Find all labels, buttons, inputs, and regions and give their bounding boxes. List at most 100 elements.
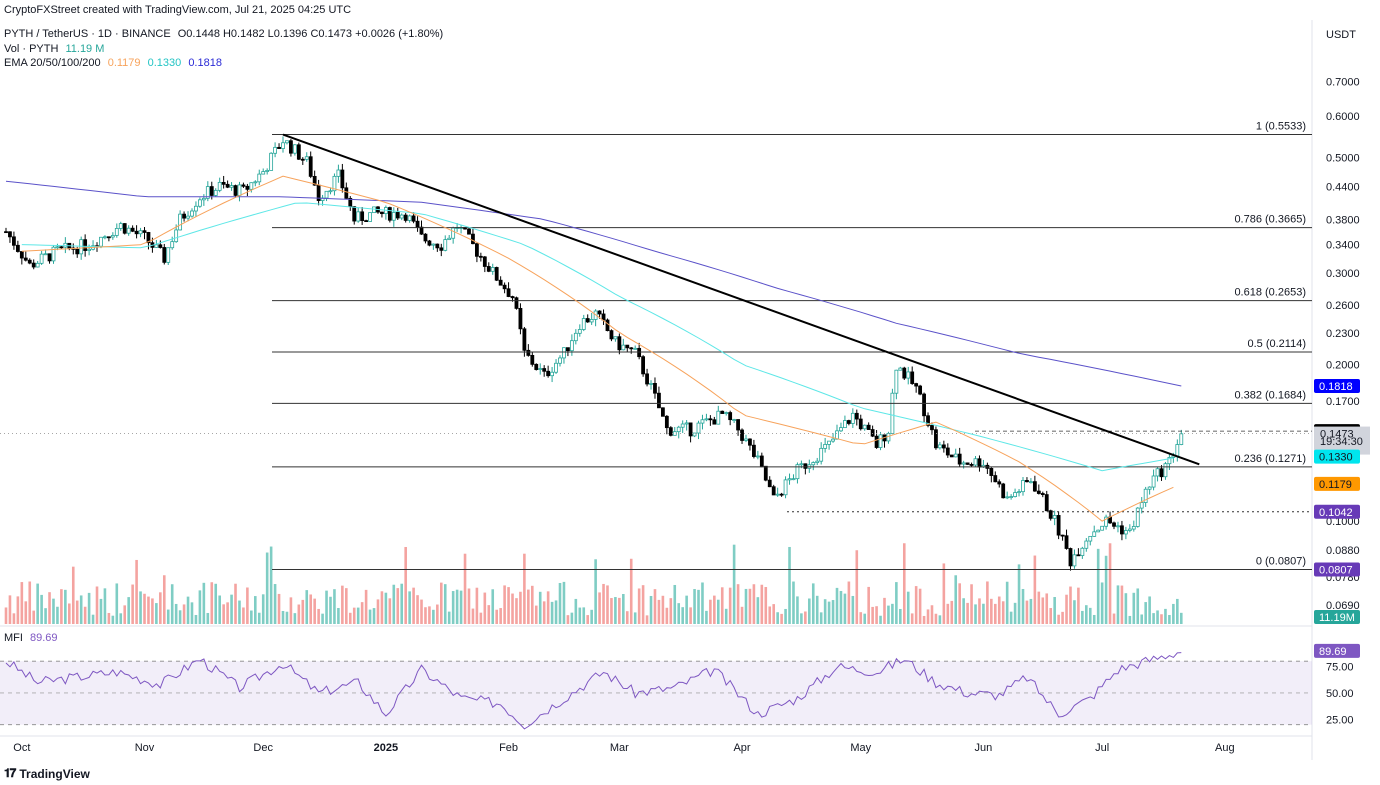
volume-bar <box>914 586 918 624</box>
volume-bar <box>843 593 847 624</box>
candle-body <box>126 227 131 234</box>
candle-body <box>451 227 456 239</box>
candle-body <box>839 427 843 432</box>
candle-body <box>27 259 32 264</box>
volume-bar <box>424 607 427 624</box>
candle-body <box>937 444 942 449</box>
candle-body <box>558 357 562 364</box>
candle-body <box>498 279 503 286</box>
candle-body <box>692 432 697 437</box>
volume-bar <box>986 581 989 624</box>
ema20-line <box>21 175 1174 522</box>
volume-bar <box>265 552 269 624</box>
candle-body <box>953 453 958 458</box>
ema200-line <box>5 180 1182 387</box>
volume-bar <box>40 594 43 624</box>
candle-body <box>435 243 440 249</box>
price-tick-label: 0.7000 <box>1326 76 1360 88</box>
time-tick-label: Feb <box>499 742 518 754</box>
candle-body <box>324 190 329 199</box>
volume-bar <box>1108 543 1112 624</box>
candle-body <box>415 220 420 228</box>
volume-bar <box>420 599 423 624</box>
volume-bar <box>847 581 851 624</box>
candle-body <box>1159 468 1164 478</box>
volume-bar <box>139 591 142 624</box>
candle-body <box>846 420 851 424</box>
candle-body <box>866 424 871 430</box>
volume-bar <box>942 563 946 624</box>
candle-body <box>755 455 760 458</box>
volume-bar <box>257 612 261 624</box>
candle-body <box>918 385 923 395</box>
price-tag-label: 0.1179 <box>1319 479 1352 491</box>
ema-legend[interactable]: EMA 20/50/100/200 0.1179 0.1330 0.1818 <box>4 57 226 69</box>
volume-legend[interactable]: Vol · PYTH 11.19 M <box>4 43 108 55</box>
candle-body <box>51 246 56 262</box>
tradingview-logo[interactable]: 𝟏𝟕 TradingView <box>4 766 90 781</box>
volume-bar <box>44 608 47 624</box>
candle-body <box>1032 481 1037 492</box>
volume-bar <box>756 597 760 624</box>
mfi-legend[interactable]: MFI 89.69 <box>4 632 62 644</box>
volume-bar <box>902 543 906 624</box>
volume-value: 11.19 M <box>65 43 105 55</box>
volume-bar <box>562 581 566 624</box>
candle-body <box>1135 507 1140 527</box>
candle-body <box>989 467 994 476</box>
volume-bar <box>1100 582 1104 624</box>
candle-body <box>490 267 495 272</box>
volume-bar <box>210 582 214 624</box>
candle-body <box>356 211 361 222</box>
volume-bar <box>720 587 724 624</box>
volume-bar <box>321 613 324 624</box>
mfi-label: MFI <box>4 632 23 644</box>
volume-bar <box>657 599 661 624</box>
volume-bar <box>926 609 930 624</box>
candle-body <box>122 223 127 234</box>
candle-body <box>649 382 653 385</box>
volume-bar <box>625 611 629 624</box>
volume-bar <box>574 598 578 624</box>
volume-bar <box>934 613 938 624</box>
candle-body <box>253 181 258 184</box>
volume-bar <box>978 598 981 624</box>
candle-body <box>965 462 970 465</box>
candle-body <box>395 212 400 219</box>
price-tag-bg <box>1314 379 1360 394</box>
candle-body <box>941 444 946 449</box>
volume-bar <box>887 605 890 624</box>
candle-body <box>502 284 507 290</box>
candle-body <box>249 182 254 190</box>
volume-bar <box>531 585 534 624</box>
candle-body <box>1104 516 1108 527</box>
symbol-legend[interactable]: PYTH / TetherUS · 1D · BINANCE O0.1448 H… <box>4 28 447 40</box>
volume-bar <box>1152 613 1155 624</box>
candle-body <box>245 185 250 190</box>
candle-body <box>198 199 202 207</box>
volume-bar <box>36 583 39 624</box>
candle-body <box>221 181 226 185</box>
candle-body <box>744 438 748 441</box>
volume-bar <box>178 610 182 624</box>
volume-bar <box>356 607 360 624</box>
candle-body <box>182 213 186 219</box>
volume-bar <box>1144 602 1147 624</box>
candle-body <box>736 419 740 431</box>
volume-bar <box>1088 607 1092 624</box>
volume-bar <box>159 592 162 624</box>
volume-bar <box>1001 601 1005 624</box>
candle-body <box>688 422 693 437</box>
volume-bar <box>60 589 63 624</box>
candle-body <box>1072 554 1077 567</box>
price-tag-bg <box>1314 449 1360 464</box>
candle-body <box>482 256 487 267</box>
candle-body <box>467 228 471 235</box>
volume-bar <box>804 611 807 624</box>
volume-bar <box>269 546 273 624</box>
candle-body <box>229 185 234 188</box>
volume-bar <box>649 595 653 624</box>
volume-bar <box>198 590 202 624</box>
candle-body <box>633 347 638 350</box>
